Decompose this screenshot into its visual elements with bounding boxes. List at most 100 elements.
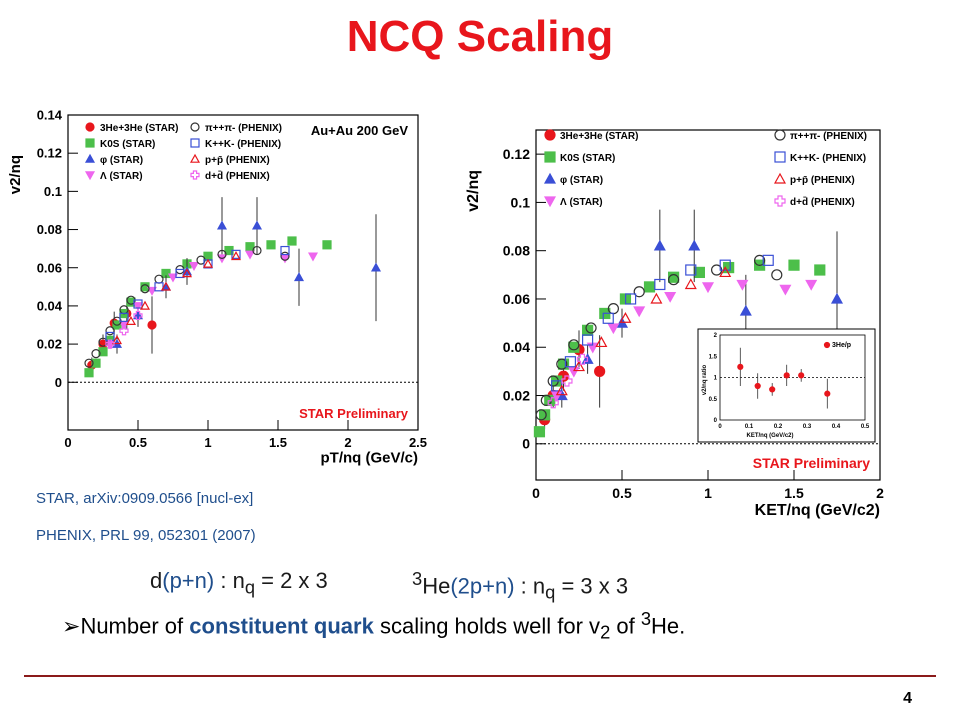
data-point xyxy=(175,268,185,279)
legend-label: φ (STAR) xyxy=(100,155,143,166)
he-mass-number: 3 xyxy=(412,568,423,589)
bullet-text-post: He. xyxy=(651,613,686,639)
legend-marker xyxy=(543,172,557,184)
data-point xyxy=(307,252,319,262)
inset-y-tick-label: 2 xyxy=(714,333,718,339)
bullet-v2-subscript: 2 xyxy=(600,621,611,643)
data-point xyxy=(664,291,677,303)
data-point xyxy=(625,293,637,305)
he-symbol: He xyxy=(422,573,451,599)
legend-label: 3He+3He (STAR) xyxy=(560,131,638,142)
data-point xyxy=(231,249,241,259)
data-point xyxy=(701,282,715,294)
legend-label: Λ (STAR) xyxy=(560,197,603,208)
x-tick-label: 1 xyxy=(204,435,211,450)
inset-legend-marker xyxy=(823,341,831,349)
y-tick-label: 0.14 xyxy=(37,108,63,123)
data-point xyxy=(576,353,589,365)
bullet-text-mid: scaling holds well for v xyxy=(373,613,601,639)
x-tick-label: 0.5 xyxy=(612,485,632,501)
data-point xyxy=(133,310,143,321)
inset-x-tick-label: 0.4 xyxy=(832,424,841,430)
data-point xyxy=(167,273,179,283)
plot-frame xyxy=(67,114,419,431)
preliminary-label: STAR Preliminary xyxy=(299,406,409,421)
inset-y-tick-label: 0.5 xyxy=(709,397,718,403)
data-point xyxy=(84,358,94,368)
data-point xyxy=(154,282,164,292)
x-tick-label: 1 xyxy=(704,485,712,501)
data-point xyxy=(602,312,614,324)
inset-y-tick-label: 1.5 xyxy=(709,354,718,360)
data-point xyxy=(572,360,586,372)
data-point xyxy=(653,239,666,251)
data-point xyxy=(719,266,732,278)
data-point xyxy=(762,254,774,266)
legend-label: 3He+3He (STAR) xyxy=(100,123,178,134)
inset-legend-label: 3He/p xyxy=(832,342,851,349)
data-point xyxy=(788,259,800,271)
data-point xyxy=(633,286,645,298)
d-symbol: d xyxy=(150,568,163,593)
data-point xyxy=(154,274,164,284)
data-point xyxy=(668,274,680,286)
y-tick-label: 0.04 xyxy=(503,339,530,355)
data-point xyxy=(538,409,551,421)
data-point xyxy=(814,264,826,276)
inset-x-axis-label: KET/nq (GeV/c2) xyxy=(746,433,793,439)
legend-label: π++π- (PHENIX) xyxy=(205,123,282,134)
legend-marker xyxy=(544,129,556,141)
data-point xyxy=(581,334,594,346)
x-axis-label: KET/nq (GeV/c2) xyxy=(755,502,880,519)
inset-x-tick-label: 0 xyxy=(718,424,722,430)
inset-data-point xyxy=(754,382,761,390)
data-point xyxy=(643,281,656,293)
legend-marker xyxy=(85,138,95,148)
data-point xyxy=(533,426,546,438)
data-point xyxy=(561,375,573,387)
data-point xyxy=(147,320,157,330)
legend-label: K++K- (PHENIX) xyxy=(205,139,281,150)
data-point xyxy=(607,323,620,335)
legend-marker xyxy=(190,122,200,132)
y-tick-label: 0.12 xyxy=(37,146,62,161)
d-nq-value: = 2 x 3 xyxy=(255,568,328,593)
right-chart: 0 0.5 1 1.5 200.020.040.060.080.10.12KET/nq … xyxy=(465,129,884,519)
data-point xyxy=(140,284,150,294)
data-point xyxy=(293,272,305,282)
data-point xyxy=(556,358,568,370)
legend-label: d+d̄ (PHENIX) xyxy=(205,170,270,182)
data-point xyxy=(230,251,242,261)
inset-data-point xyxy=(769,386,776,393)
legend-marker xyxy=(189,153,201,163)
x-tick-label: 2.5 xyxy=(409,435,427,450)
inset-data-point xyxy=(824,390,831,397)
y-tick-label: 0 xyxy=(55,375,62,390)
y-tick-label: 0.02 xyxy=(503,387,530,403)
data-point xyxy=(216,220,228,230)
data-point xyxy=(280,251,290,261)
data-point xyxy=(202,258,214,268)
x-tick-label: 2 xyxy=(876,485,884,501)
data-point xyxy=(594,365,606,377)
data-point xyxy=(736,279,749,291)
legend-marker xyxy=(774,195,786,207)
data-point xyxy=(322,240,332,250)
star-reference: STAR, arXiv:0909.0566 [nucl-ex] xyxy=(36,490,254,507)
data-point xyxy=(105,339,115,349)
data-point xyxy=(181,268,193,278)
legend-label: K0S (STAR) xyxy=(560,153,615,164)
footer-rule xyxy=(24,675,936,677)
legend-label: p+p̄ (PHENIX) xyxy=(790,175,855,186)
data-point xyxy=(568,339,580,351)
y-tick-label: 0.12 xyxy=(503,146,530,162)
he-composition: (2p+n) xyxy=(450,573,515,599)
data-point xyxy=(140,282,150,292)
data-point xyxy=(370,262,382,272)
d-nq-label: : n xyxy=(214,568,245,593)
legend-marker xyxy=(84,171,96,181)
data-point xyxy=(132,302,144,312)
data-series xyxy=(551,254,774,392)
data-series xyxy=(105,245,290,342)
data-point xyxy=(125,315,137,325)
